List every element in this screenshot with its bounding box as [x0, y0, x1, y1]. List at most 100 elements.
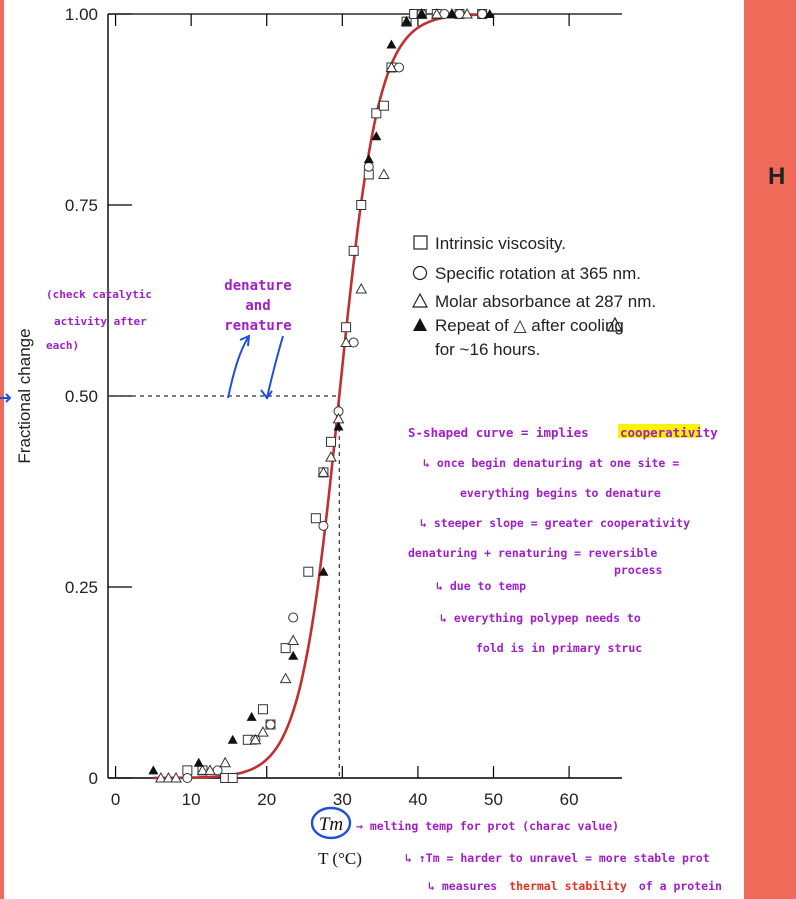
square-point	[371, 108, 382, 119]
legend-label-absorbance: Molar absorbance at 287 nm.	[435, 292, 656, 311]
legend-symbols	[411, 235, 624, 332]
triangle-point	[162, 771, 175, 783]
note-once: ↳ once begin denaturing at one site =	[423, 456, 679, 470]
x-tick-label: 50	[484, 790, 503, 809]
square-point	[303, 566, 314, 577]
triangle-point	[385, 61, 398, 72]
filled-triangle-point	[193, 757, 204, 767]
circle-point	[182, 773, 193, 783]
note-due: ↳ due to temp	[436, 579, 526, 593]
slide-background-left	[0, 0, 4, 899]
y-axis-label: Fractional change	[15, 328, 34, 463]
y-tick-label: 1.00	[65, 5, 98, 24]
triangle-point	[257, 726, 269, 737]
legend-label-repeat: Repeat of △ after cooling	[435, 316, 624, 335]
note-check-1: (check catalytic	[46, 288, 152, 301]
legend-inline-triangle-icon	[606, 316, 624, 332]
note-needs: ↳ everything polypep needs to	[440, 611, 641, 625]
triangle-point	[204, 764, 216, 775]
note-measures-red: thermal stability	[509, 879, 627, 893]
note-melting: → melting temp for prot (charac value)	[356, 819, 619, 833]
filled-triangle-point	[148, 765, 159, 775]
legend-label-repeat-cont: for ~16 hours.	[435, 340, 540, 359]
tm-guide-lines	[108, 395, 340, 778]
triangle-point	[378, 168, 390, 179]
square-point	[310, 513, 321, 524]
tm-label: Tm	[319, 814, 343, 835]
legend-circle-icon	[412, 265, 428, 281]
x-tick-label: 10	[182, 790, 201, 809]
y-ticks: 0 0.25 0.50 0.75 1.00	[65, 5, 132, 788]
note-cooperativity: cooperativity	[620, 425, 718, 440]
legend: Intrinsic viscosity. Specific rotation a…	[411, 234, 656, 359]
y-tick-label: 0.25	[65, 578, 98, 597]
note-steeper: ↳ steeper slope = greater cooperativity	[420, 516, 690, 530]
triangle-point	[196, 764, 209, 775]
tm-circle	[310, 806, 352, 840]
slide-background-right	[744, 0, 796, 899]
filled-triangle-point	[246, 711, 257, 721]
note-denature-2: and	[245, 298, 270, 314]
square-point	[280, 643, 291, 654]
left-edge-arrow-icon	[0, 393, 12, 403]
note-check-2: activity after	[54, 315, 147, 328]
note-everything: everything begins to denature	[460, 486, 661, 500]
filled-triangle-point	[401, 16, 412, 26]
legend-square-icon	[413, 235, 428, 250]
x-ticks: 0 10 20 30 40 50 60	[111, 14, 579, 809]
x-tick-label: 0	[111, 790, 120, 809]
triangle-point	[461, 7, 473, 19]
triangle-point	[287, 634, 300, 645]
triangle-point	[219, 756, 232, 768]
triangle-point	[279, 672, 292, 684]
note-measures-suffix: of a protein	[639, 879, 722, 893]
highlight-mark	[618, 424, 700, 438]
square-point	[348, 245, 359, 256]
filled-triangle-point	[446, 9, 457, 18]
note-measures: ↳ measures thermal stability of a protei…	[428, 879, 722, 893]
filled-triangle-point	[416, 9, 427, 18]
filled-triangle-point	[386, 39, 397, 49]
triangle-point	[430, 7, 443, 19]
triangle-point	[325, 451, 337, 462]
y-tick-label: 0.50	[65, 387, 98, 406]
note-denature-1: denature	[224, 278, 291, 294]
legend-label-viscosity: Intrinsic viscosity.	[435, 234, 566, 253]
legend-label-rotation: Specific rotation at 365 nm.	[435, 264, 641, 283]
y-tick-label: 0.75	[65, 196, 98, 215]
filled-triangle-point	[333, 421, 344, 431]
circle-point	[265, 719, 276, 730]
triangle-point	[249, 733, 262, 745]
circle-point	[318, 520, 329, 531]
filled-triangle-point	[371, 131, 382, 141]
triangle-point	[355, 283, 368, 294]
legend-triangle-icon	[411, 292, 429, 308]
x-tick-label: 60	[560, 790, 579, 809]
arrow-down-icon	[260, 335, 284, 400]
note-check-3: each)	[46, 339, 79, 352]
legend-filled-triangle-icon	[413, 318, 427, 331]
note-measures-prefix: ↳ measures	[428, 879, 497, 893]
fitted-sigmoid-curve	[153, 13, 494, 780]
handwritten-notes: (check catalytic activity after each) de…	[0, 278, 722, 893]
note-s-curve: S-shaped curve = implies	[408, 425, 589, 440]
circle-point	[288, 612, 299, 623]
square-point	[257, 704, 268, 715]
square-point	[356, 200, 367, 210]
x-axis-label: T (°C)	[318, 849, 362, 868]
filled-triangle-point	[484, 9, 495, 18]
circle-point	[363, 161, 374, 172]
filled-triangle-point	[363, 154, 374, 164]
arrow-up-icon	[227, 334, 251, 399]
x-tick-label: 20	[257, 790, 276, 809]
note-harder: ↳ ↑Tm = harder to unravel = more stable …	[405, 851, 710, 865]
square-point	[325, 436, 336, 447]
triangle-point	[170, 771, 182, 783]
data-markers	[148, 7, 495, 783]
square-point	[378, 100, 389, 111]
y-tick-label: 0	[89, 769, 98, 788]
x-tick-label: 30	[333, 790, 352, 809]
note-process: process	[614, 563, 662, 577]
